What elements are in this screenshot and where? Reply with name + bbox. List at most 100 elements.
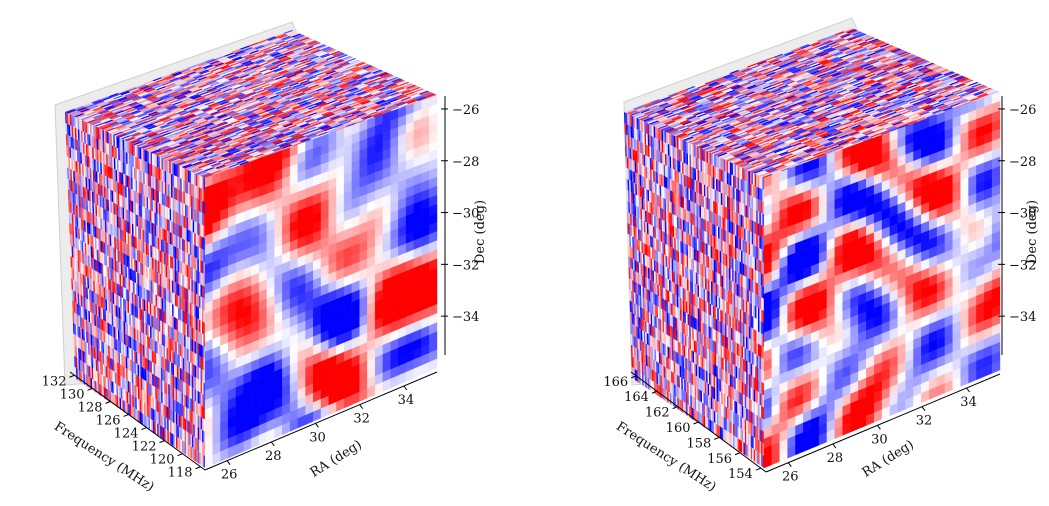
top-face	[65, 30, 437, 178]
top-cell	[341, 84, 352, 89]
side-cell	[203, 370, 205, 384]
side-cell	[133, 144, 136, 157]
top-cell	[212, 90, 223, 95]
side-cell	[93, 192, 96, 205]
top-cell	[210, 68, 221, 72]
side-cell	[142, 148, 145, 162]
top-cell	[193, 81, 204, 86]
top-cell	[328, 100, 340, 105]
side-cell	[95, 148, 98, 161]
top-cell	[176, 132, 187, 136]
top-cell	[394, 101, 406, 106]
side-cell	[82, 120, 85, 133]
side-cell	[129, 188, 132, 201]
top-cell	[281, 115, 292, 120]
side-cell	[178, 390, 181, 404]
side-cell	[156, 352, 158, 366]
side-cell	[161, 402, 163, 416]
top-cell	[96, 123, 107, 128]
side-cell	[155, 259, 157, 272]
side-cell	[201, 260, 204, 274]
top-cell	[270, 146, 281, 151]
top-cell	[137, 85, 149, 89]
side-cell	[142, 309, 145, 323]
top-cell	[285, 95, 297, 100]
side-cell	[100, 184, 103, 197]
top-cell	[164, 126, 175, 131]
side-cell	[121, 149, 124, 163]
side-cell	[177, 271, 180, 285]
top-cell	[273, 111, 284, 116]
top-cell	[127, 123, 139, 128]
side-cell	[137, 215, 140, 228]
side-cell	[168, 431, 171, 444]
side-cell	[108, 244, 111, 258]
top-cell	[210, 170, 222, 175]
side-cell	[128, 198, 131, 212]
top-cell	[216, 121, 228, 126]
side-cell	[161, 204, 164, 218]
side-cell	[201, 212, 204, 226]
side-cell	[74, 171, 77, 184]
side-cell	[81, 141, 84, 154]
side-cell	[191, 195, 193, 209]
top-cell	[199, 113, 210, 118]
top-cell	[289, 82, 300, 87]
top-cell	[208, 161, 220, 166]
top-cell	[188, 115, 200, 120]
top-cell	[342, 85, 354, 90]
side-cell	[86, 265, 89, 278]
top-cell	[270, 67, 282, 71]
top-cell	[281, 93, 292, 98]
top-cell	[193, 118, 205, 123]
top-cell	[266, 43, 278, 48]
top-cell	[167, 77, 178, 81]
side-cell	[113, 314, 115, 328]
side-cell	[200, 272, 202, 286]
top-cell	[374, 71, 386, 76]
top-cell	[298, 72, 310, 77]
top-cell	[209, 96, 221, 101]
top-cell	[309, 49, 321, 53]
top-cell	[304, 104, 316, 109]
top-cell	[168, 128, 180, 133]
top-cell	[165, 119, 176, 124]
top-cell	[397, 81, 408, 86]
top-cell	[151, 105, 163, 110]
top-cell	[179, 133, 191, 138]
top-cell	[338, 90, 350, 95]
top-cell	[385, 97, 396, 102]
top-cell	[267, 94, 278, 99]
side-cell	[121, 353, 124, 367]
top-cell	[119, 134, 130, 139]
side-cell	[80, 251, 83, 264]
top-cell	[287, 81, 298, 86]
top-cell	[123, 121, 134, 126]
top-cell	[275, 69, 286, 74]
top-cell	[237, 51, 248, 56]
side-cell	[103, 264, 105, 277]
side-cell	[181, 428, 184, 442]
top-cell	[273, 89, 284, 94]
top-cell	[210, 126, 222, 131]
top-cell	[77, 114, 88, 119]
top-cell	[275, 112, 286, 117]
top-cell	[205, 160, 217, 165]
top-cell	[249, 93, 260, 97]
top-cell	[138, 143, 149, 148]
top-cell	[228, 54, 239, 59]
top-cell	[390, 92, 402, 97]
side-cell	[128, 335, 130, 348]
side-cell	[175, 199, 178, 213]
top-cell	[273, 82, 285, 87]
top-cell	[330, 115, 341, 120]
top-cell	[325, 127, 336, 132]
top-cell	[223, 95, 234, 100]
top-cell	[366, 96, 378, 101]
top-cell	[210, 162, 221, 167]
top-cell	[327, 99, 338, 104]
side-cell	[145, 403, 148, 417]
top-cell	[214, 149, 225, 154]
top-cell	[286, 102, 297, 107]
side-cell	[80, 262, 83, 275]
